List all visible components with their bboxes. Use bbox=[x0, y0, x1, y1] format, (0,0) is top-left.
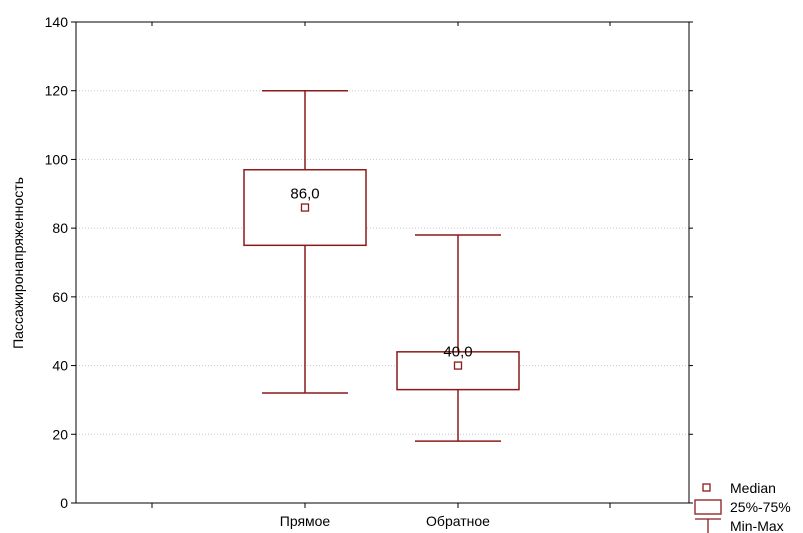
median-label: 40,0 bbox=[443, 344, 472, 361]
legend-label-box: 25%-75% bbox=[730, 499, 791, 515]
y-tick-label-0: 0 bbox=[60, 495, 68, 511]
median-marker bbox=[453, 361, 463, 370]
y-tick-label-60: 60 bbox=[52, 289, 68, 305]
legend-label-median: Median bbox=[730, 480, 776, 496]
box-2: 40,0 bbox=[396, 234, 520, 442]
y-axis-title: Пассажиронапряженность bbox=[10, 177, 26, 349]
y-tick-label-20: 20 bbox=[52, 426, 68, 442]
y-axis: 0 20 40 60 80 100 120 140 bbox=[45, 14, 693, 511]
y-tick-label-100: 100 bbox=[45, 151, 69, 167]
iqr-box bbox=[396, 351, 520, 391]
legend-median-symbol bbox=[702, 483, 711, 492]
median-label: 86,0 bbox=[290, 186, 319, 203]
plot-area-frame bbox=[75, 21, 690, 504]
y-tick-label-80: 80 bbox=[52, 220, 68, 236]
legend: Median 25%-75% Min-Max bbox=[694, 480, 791, 533]
median-marker bbox=[300, 203, 310, 212]
y-tick-label-40: 40 bbox=[52, 358, 68, 374]
y-tick-label-120: 120 bbox=[45, 83, 69, 99]
legend-box-symbol bbox=[694, 499, 722, 515]
legend-label-minmax: Min-Max bbox=[730, 518, 784, 533]
y-tick-label-140: 140 bbox=[45, 14, 69, 30]
x-axis: Прямое Обратное bbox=[151, 22, 611, 529]
gridlines bbox=[76, 90, 689, 435]
boxes: 86,0 40,0 bbox=[243, 89, 520, 442]
x-tick-label-0: Прямое bbox=[280, 513, 331, 529]
box-1: 86,0 bbox=[243, 89, 367, 394]
x-tick-label-1: Обратное bbox=[426, 513, 490, 529]
